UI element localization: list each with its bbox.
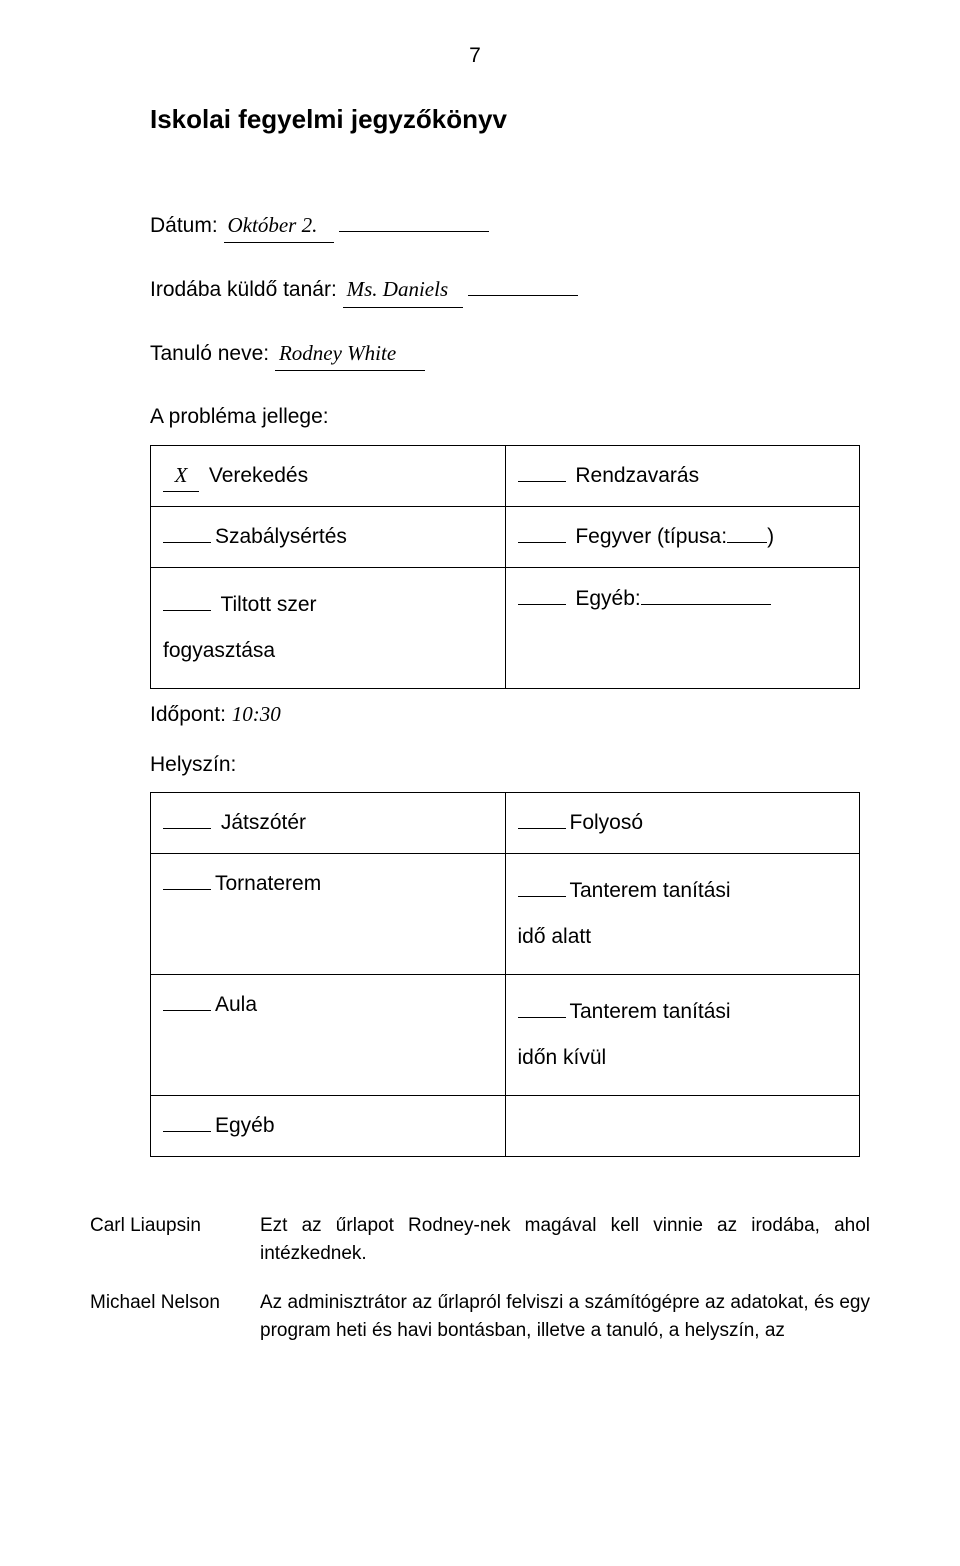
class-outside-l2: időn kívül [518,1046,607,1069]
problem-cell-substance: Tiltott szer fogyasztása [151,567,506,688]
problem-cell-weapon: Fegyver (típusa:) [505,507,860,568]
check-blank [163,1111,211,1132]
class-during-l1: Tanterem tanítási [570,879,731,902]
disorder-label: Rendzavarás [575,464,699,487]
footer-row-1: Carl Liaupsin Ezt az űrlapot Rodney-nek … [90,1212,870,1269]
time-value: 10:30 [232,702,281,726]
check-mark-x: X [163,460,199,493]
problem-cell-fight: X Verekedés [151,445,506,507]
student-value: Rodney White [275,338,425,372]
problem-cell-disorder: Rendzavarás [505,445,860,507]
footer-block: Carl Liaupsin Ezt az űrlapot Rodney-nek … [90,1212,870,1346]
document-title: Iskolai fegyelmi jegyzőkönyv [150,100,860,139]
teacher-value: Ms. Daniels [343,274,463,308]
loc-cell-playground: Játszótér [151,793,506,854]
loc-cell-empty [505,1096,860,1157]
check-blank [163,990,211,1011]
class-outside-l1: Tanterem tanítási [570,1000,731,1023]
loc-cell-hallway: Folyosó [505,793,860,854]
problem-cell-other: Egyéb: [505,567,860,688]
footer-text-1: Ezt az űrlapot Rodney-nek magával kell v… [260,1212,870,1269]
check-blank [518,584,566,605]
page-number: 7 [90,40,860,72]
hall-label: Aula [215,993,257,1016]
loc-cell-gym: Tornaterem [151,853,506,974]
problem-table: X Verekedés Rendzavarás Szabálysértés Fe… [150,445,860,689]
problem-cell-violation: Szabálysértés [151,507,506,568]
loc-cell-hall: Aula [151,974,506,1095]
location-label: Helyszín: [150,749,860,781]
date-blank [339,209,489,232]
footer-name-2: Michael Nelson [90,1289,260,1346]
teacher-blank [468,273,578,296]
substance-label-l2: fogyasztása [163,639,275,662]
check-blank [163,869,211,890]
class-during-l2: idő alatt [518,925,592,948]
weapon-type-blank [727,522,767,543]
teacher-label: Irodába küldő tanár: [150,278,337,301]
time-label: Időpont: [150,703,226,726]
gym-label: Tornaterem [215,872,321,895]
date-value: Október 2. [224,210,334,244]
loc-cell-class-during: Tanterem tanítási idő alatt [505,853,860,974]
check-blank [163,590,211,611]
date-label: Dátum: [150,214,218,237]
loc-cell-class-outside: Tanterem tanítási időn kívül [505,974,860,1095]
time-row: Időpont: 10:30 [150,699,860,731]
violation-label: Szabálysértés [215,525,347,548]
check-blank [163,522,211,543]
footer-name-1: Carl Liaupsin [90,1212,260,1269]
date-row: Dátum: Október 2. [150,209,860,244]
hallway-label: Folyosó [570,811,644,834]
check-blank [518,876,566,897]
weapon-label-post: ) [767,525,774,548]
substance-label-l1: Tiltott szer [220,593,316,616]
loc-other-label: Egyéb [215,1114,275,1137]
student-row: Tanuló neve: Rodney White [150,338,860,372]
check-blank [163,808,211,829]
other-blank [641,582,771,605]
loc-cell-other: Egyéb [151,1096,506,1157]
check-blank [518,522,566,543]
weapon-label-pre: Fegyver (típusa: [575,525,727,548]
problem-label: A probléma jellege: [150,401,860,433]
check-blank [518,997,566,1018]
student-label: Tanuló neve: [150,342,269,365]
check-blank [518,461,566,482]
location-table: Játszótér Folyosó Tornaterem Tanterem ta… [150,792,860,1157]
footer-text-2: Az adminisztrátor az űrlapról felviszi a… [260,1289,870,1346]
teacher-row: Irodába küldő tanár: Ms. Daniels [150,273,860,308]
fight-label: Verekedés [209,464,308,487]
check-blank [518,808,566,829]
other-label: Egyéb: [575,587,640,610]
footer-row-2: Michael Nelson Az adminisztrátor az űrla… [90,1289,870,1346]
playground-label: Játszótér [221,811,306,834]
